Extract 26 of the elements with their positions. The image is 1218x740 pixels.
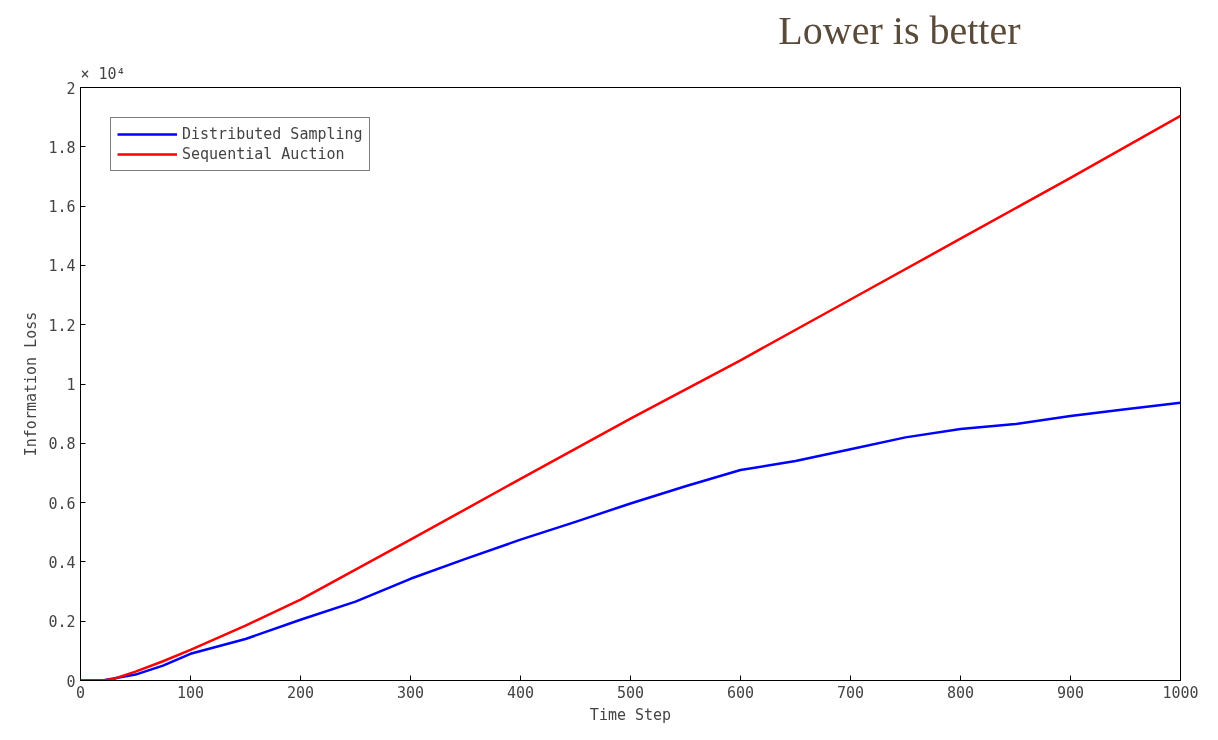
legend-label: Distributed Sampling (182, 125, 363, 143)
x-tick-label: 900 (1056, 683, 1085, 702)
x-tick-label: 400 (506, 683, 535, 702)
y-tick-label: 1.8 (48, 138, 76, 157)
y-tick-label: 0.6 (48, 494, 76, 513)
y-tick-label: 0.8 (48, 435, 76, 454)
x-tick-label: 300 (396, 683, 425, 702)
y-tick-label: 0.4 (48, 553, 76, 572)
y-tick-label: 0.2 (48, 613, 76, 632)
text: Lower is better (778, 7, 1021, 53)
y-tick-label: 1 (66, 376, 76, 394)
y-tick-label: 1.4 (48, 257, 76, 276)
x-tick-label: 200 (286, 683, 315, 702)
y-tick-label: 2 (66, 79, 76, 98)
x-tick-label: 500 (616, 683, 645, 702)
x-axis-title: Time Step (589, 705, 672, 724)
y-tick-label: 1.6 (48, 198, 76, 217)
x-tick-label: 700 (836, 683, 865, 702)
text: × 10⁴ (80, 64, 126, 83)
legend-label: Sequential Auction (182, 145, 345, 163)
x-tick-label: 800 (946, 683, 975, 702)
x-tick-label: 600 (726, 683, 755, 702)
y-tick-label: 1.2 (48, 316, 76, 335)
x-tick-label: 1000 (1162, 683, 1199, 702)
x-tick-label: 100 (176, 683, 205, 702)
y-axis-title: Information Loss (22, 311, 41, 457)
